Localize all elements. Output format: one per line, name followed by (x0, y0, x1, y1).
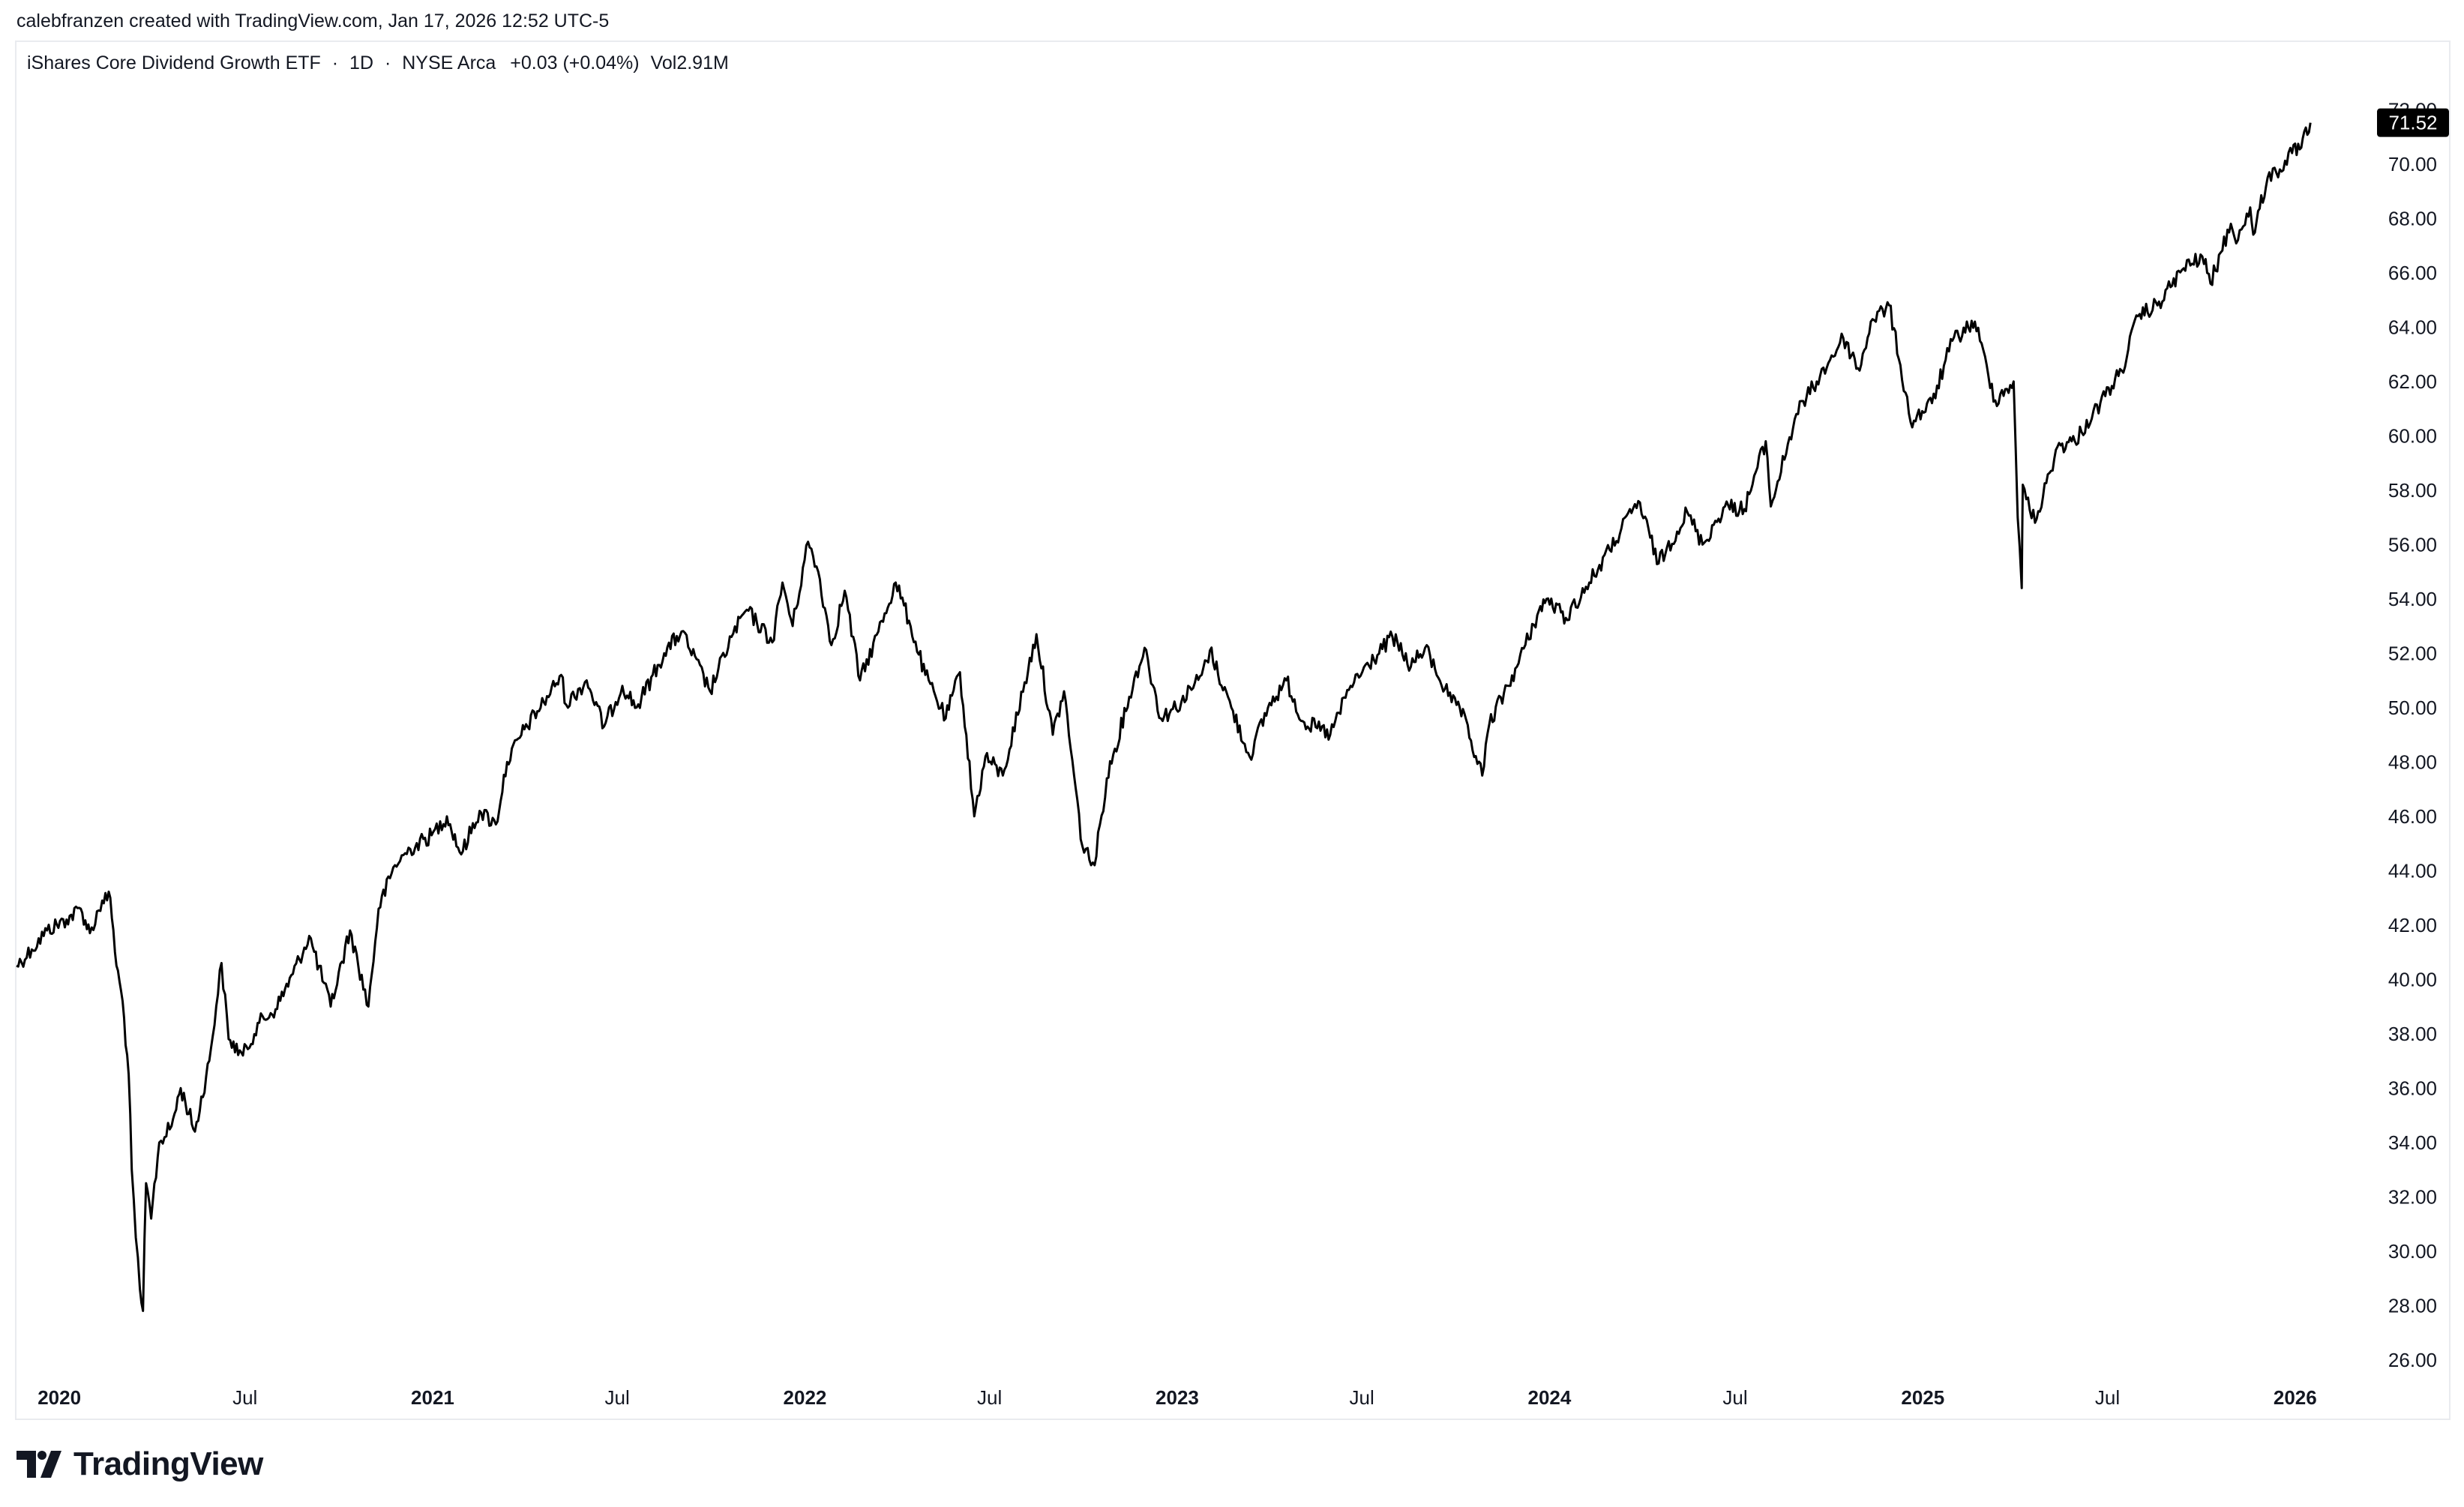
interval-label: 1D (349, 52, 374, 73)
y-tick-label: 66.00 (2388, 262, 2437, 284)
y-tick-label: 32.00 (2388, 1185, 2437, 1208)
price-change: +0.03 (+0.04%) (510, 52, 640, 73)
x-tick-label: Jul (2095, 1386, 2120, 1409)
y-tick-label: 68.00 (2388, 207, 2437, 229)
x-tick-label: Jul (605, 1386, 630, 1409)
x-tick-label: 2025 (1901, 1386, 1944, 1409)
y-tick-label: 42.00 (2388, 914, 2437, 936)
tradingview-logo[interactable]: TradingView (16, 1446, 263, 1483)
y-tick-label: 54.00 (2388, 588, 2437, 610)
x-tick-label: 2022 (784, 1386, 827, 1409)
legend-separator: · (384, 52, 391, 73)
y-axis[interactable]: 26.00 28.00 30.00 32.00 34.00 36.00 38.00 40.00… (2388, 98, 2437, 1371)
y-tick-label: 50.00 (2388, 697, 2437, 719)
x-tick-label: Jul (1350, 1386, 1374, 1409)
y-tick-label: 56.00 (2388, 533, 2437, 556)
y-tick-label: 40.00 (2388, 968, 2437, 990)
symbol-legend[interactable]: iShares Core Dividend Growth ETF · 1D · … (27, 52, 735, 74)
last-price-label: 71.52 (2388, 112, 2437, 134)
x-tick-label: 2024 (1528, 1386, 1572, 1409)
x-tick-label: 2020 (37, 1386, 81, 1409)
y-tick-label: 38.00 (2388, 1023, 2437, 1045)
y-tick-label: 26.00 (2388, 1349, 2437, 1371)
y-tick-label: 46.00 (2388, 805, 2437, 828)
y-tick-label: 58.00 (2388, 479, 2437, 502)
y-tick-label: 64.00 (2388, 316, 2437, 338)
tradingview-logo-icon (16, 1451, 61, 1478)
x-tick-label: Jul (232, 1386, 257, 1409)
x-tick-label: 2021 (411, 1386, 454, 1409)
x-axis[interactable]: 2020 Jul 2021 Jul 2022 Jul 2023 Jul 2024 Jul 2025 J… (37, 1386, 2317, 1409)
x-tick-label: 2023 (1156, 1386, 1199, 1409)
volume-label: Vol2.91M (650, 52, 729, 73)
chart-caption: calebfranzen created with TradingView.co… (16, 10, 610, 31)
price-series-line[interactable] (16, 122, 2312, 1312)
y-tick-label: 36.00 (2388, 1077, 2437, 1099)
price-chart[interactable]: 26.00 28.00 30.00 32.00 34.00 36.00 38.00 40.00… (0, 0, 2464, 1425)
chart-frame (15, 40, 2451, 1420)
y-tick-label: 52.00 (2388, 642, 2437, 664)
y-tick-label: 62.00 (2388, 370, 2437, 393)
y-tick-label: 44.00 (2388, 859, 2437, 882)
y-tick-label: 30.00 (2388, 1240, 2437, 1263)
y-tick-label: 34.00 (2388, 1131, 2437, 1154)
price-line-group (16, 122, 2312, 1312)
y-tick-label: 48.00 (2388, 751, 2437, 773)
x-tick-label: 2026 (2274, 1386, 2317, 1409)
x-tick-label: Jul (1722, 1386, 1747, 1409)
exchange-label: NYSE Arca (402, 52, 496, 73)
y-tick-label: 70.00 (2388, 153, 2437, 175)
symbol-title: iShares Core Dividend Growth ETF (27, 52, 321, 73)
tradingview-brand: TradingView (73, 1446, 263, 1482)
last-price-badge (2377, 108, 2449, 137)
legend-separator: · (331, 52, 339, 73)
y-tick-label: 28.00 (2388, 1294, 2437, 1317)
y-tick-label: 60.00 (2388, 424, 2437, 447)
x-tick-label: Jul (977, 1386, 1002, 1409)
last-price-group: 71.52 (2377, 108, 2449, 137)
